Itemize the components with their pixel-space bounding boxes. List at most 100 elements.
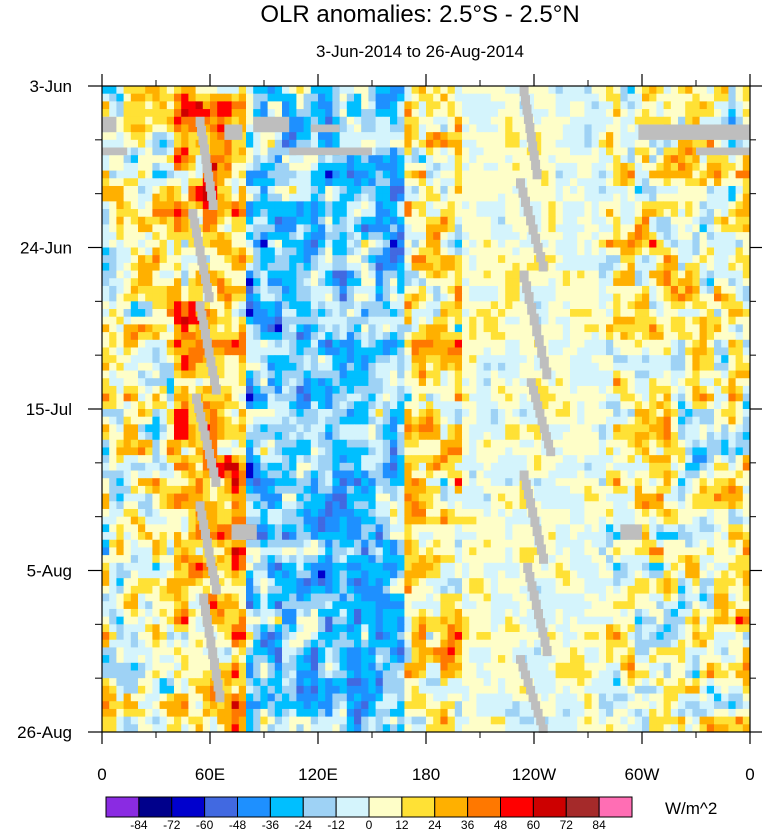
heatmap-cell bbox=[217, 209, 225, 218]
heatmap-cell bbox=[742, 409, 751, 418]
heatmap-cell bbox=[282, 478, 290, 487]
heatmap-cell bbox=[404, 178, 412, 187]
heatmap-cell bbox=[454, 409, 463, 418]
heatmap-cell bbox=[166, 309, 175, 318]
heatmap-cell bbox=[598, 355, 607, 364]
heatmap-cell bbox=[462, 224, 470, 233]
heatmap-cell bbox=[390, 339, 398, 348]
heatmap-cell bbox=[613, 209, 621, 218]
heatmap-cell bbox=[692, 470, 700, 479]
heatmap-cell bbox=[166, 447, 175, 456]
heatmap-cell bbox=[188, 270, 196, 279]
heatmap-cell bbox=[649, 193, 657, 202]
heatmap-cell bbox=[606, 124, 614, 133]
heatmap-cell bbox=[728, 362, 736, 371]
heatmap-cell bbox=[498, 324, 506, 333]
heatmap-cell bbox=[706, 185, 715, 195]
heatmap-cell bbox=[699, 462, 708, 471]
heatmap-cell bbox=[706, 255, 715, 264]
heatmap-cell bbox=[289, 139, 297, 148]
heatmap-cell bbox=[591, 378, 600, 387]
heatmap-cell bbox=[562, 124, 571, 133]
heatmap-cell bbox=[505, 455, 513, 464]
heatmap-cell bbox=[685, 262, 693, 271]
heatmap-cell bbox=[742, 109, 751, 118]
heatmap-cell bbox=[584, 355, 592, 364]
heatmap-cell bbox=[267, 385, 276, 395]
heatmap-cell bbox=[663, 155, 672, 164]
heatmap-cell bbox=[440, 86, 448, 95]
heatmap-cell bbox=[642, 362, 650, 371]
heatmap-cell bbox=[627, 285, 636, 295]
heatmap-cell bbox=[692, 347, 700, 356]
heatmap-cell bbox=[361, 385, 369, 395]
heatmap-cell bbox=[217, 501, 225, 510]
heatmap-cell bbox=[246, 293, 254, 302]
heatmap-cell bbox=[433, 139, 441, 148]
heatmap-cell bbox=[735, 493, 744, 502]
heatmap-cell bbox=[159, 170, 168, 179]
heatmap-cell bbox=[591, 439, 600, 448]
heatmap-cell bbox=[440, 185, 448, 195]
heatmap-cell bbox=[627, 401, 636, 410]
heatmap-cell bbox=[454, 132, 463, 141]
heatmap-cell bbox=[202, 239, 211, 248]
heatmap-cell bbox=[454, 301, 463, 310]
heatmap-cell bbox=[102, 216, 110, 225]
heatmap-cell bbox=[620, 409, 628, 418]
heatmap-cell bbox=[483, 439, 492, 448]
heatmap-cell bbox=[591, 324, 600, 333]
heatmap-cell bbox=[159, 155, 168, 164]
heatmap-cell bbox=[145, 86, 153, 95]
heatmap-cell bbox=[706, 316, 715, 325]
heatmap-cell bbox=[130, 139, 139, 148]
heatmap-cell bbox=[462, 293, 470, 302]
heatmap-cell bbox=[260, 409, 268, 418]
heatmap-cell bbox=[390, 424, 398, 433]
heatmap-cell bbox=[224, 262, 232, 271]
heatmap-cell bbox=[346, 278, 355, 287]
heatmap-cell bbox=[166, 247, 175, 256]
heatmap-cell bbox=[562, 324, 571, 333]
heatmap-cell bbox=[188, 455, 196, 464]
heatmap-cell bbox=[469, 224, 477, 233]
heatmap-cell bbox=[462, 370, 470, 379]
heatmap-cell bbox=[742, 462, 751, 471]
heatmap-cell bbox=[678, 493, 686, 502]
heatmap-cell bbox=[591, 409, 600, 418]
heatmap-cell bbox=[361, 262, 369, 271]
heatmap-cell bbox=[390, 185, 398, 195]
heatmap-cell bbox=[721, 216, 729, 225]
heatmap-cell bbox=[354, 409, 362, 418]
heatmap-cell bbox=[382, 109, 391, 118]
heatmap-cell bbox=[577, 409, 585, 418]
heatmap-cell bbox=[267, 347, 276, 356]
heatmap-cell bbox=[202, 409, 211, 418]
heatmap-cell bbox=[620, 278, 628, 287]
heatmap-cell bbox=[174, 332, 182, 341]
heatmap-cell bbox=[656, 385, 664, 395]
heatmap-cell bbox=[526, 170, 535, 179]
heatmap-cell bbox=[498, 424, 506, 433]
heatmap-cell bbox=[138, 339, 146, 348]
heatmap-cell bbox=[555, 462, 564, 471]
heatmap-cell bbox=[426, 224, 434, 233]
heatmap-cell bbox=[613, 432, 621, 441]
heatmap-cell bbox=[433, 339, 441, 348]
heatmap-cell bbox=[210, 216, 218, 225]
heatmap-cell bbox=[361, 493, 369, 502]
heatmap-cell bbox=[462, 301, 470, 310]
heatmap-cell bbox=[109, 501, 117, 510]
heatmap-cell bbox=[354, 193, 362, 202]
heatmap-cell bbox=[109, 193, 117, 202]
heatmap-cell bbox=[123, 316, 132, 325]
heatmap-cell bbox=[634, 162, 643, 171]
heatmap-cell bbox=[692, 455, 700, 464]
heatmap-cell bbox=[570, 162, 578, 171]
heatmap-cell bbox=[570, 193, 578, 202]
heatmap-cell bbox=[498, 470, 506, 479]
heatmap-cell bbox=[267, 224, 276, 233]
heatmap-cell bbox=[620, 401, 628, 410]
heatmap-cell bbox=[202, 301, 211, 310]
heatmap-cell bbox=[310, 462, 319, 471]
